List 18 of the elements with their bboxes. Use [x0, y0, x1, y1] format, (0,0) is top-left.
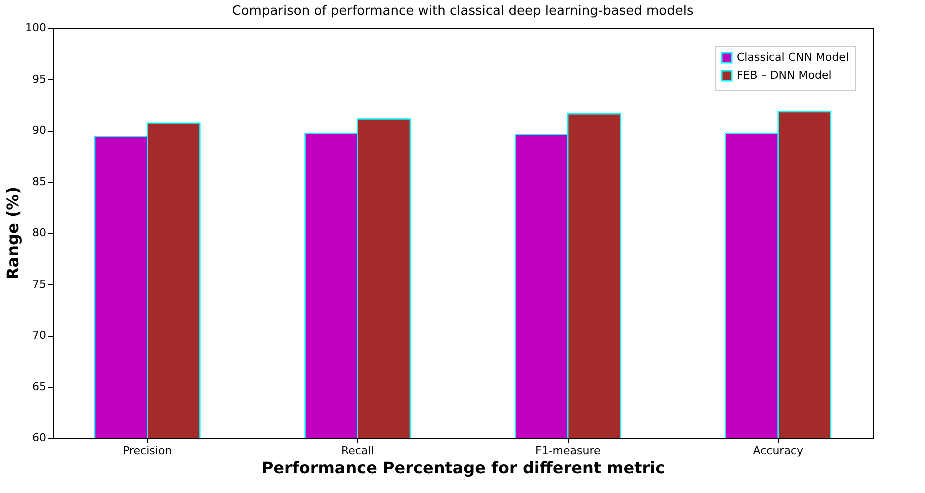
- x-tick-label: F1-measure: [535, 444, 601, 458]
- y-axis-title: Range (%): [4, 186, 23, 280]
- x-tick-label: Precision: [123, 444, 172, 458]
- y-tick-label: 90: [32, 124, 46, 137]
- y-tick-label: 70: [32, 329, 46, 342]
- legend-label: Classical CNN Model: [737, 51, 849, 64]
- y-tick-label: 60: [32, 432, 46, 444]
- x-axis-title: Performance Percentage for different metric: [262, 458, 666, 478]
- chart-title: Comparison of performance with classical deep learning-based models: [232, 4, 694, 19]
- y-tick-label: 100: [26, 22, 46, 34]
- y-tick-label: 65: [32, 380, 46, 394]
- x-tick-label: Recall: [341, 444, 374, 458]
- y-tick-label: 75: [32, 278, 46, 291]
- y-tick-label: 95: [32, 72, 46, 86]
- legend-label: FEB – DNN Model: [737, 69, 832, 82]
- y-tick-label: 80: [32, 226, 46, 240]
- x-tick-label: Accuracy: [753, 444, 804, 458]
- y-tick-label: 85: [32, 175, 46, 188]
